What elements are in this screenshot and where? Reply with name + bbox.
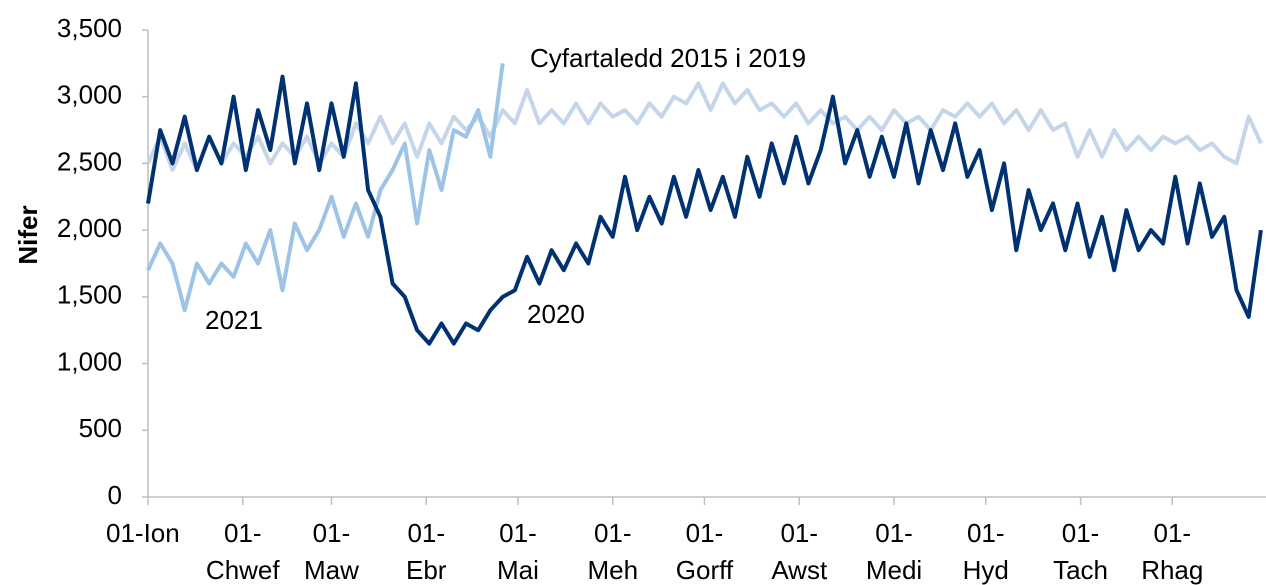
- y-tick-label: 3,000: [57, 80, 122, 110]
- x-tick-label: 01-Hyd: [963, 518, 1009, 585]
- series-line: [146, 63, 505, 313]
- y-tick-label: 1,500: [57, 280, 122, 310]
- x-tick-label: 01-Maw: [304, 518, 359, 585]
- y-tick-label: 3,500: [57, 13, 122, 43]
- x-tick-label: 01-Chwef: [206, 518, 280, 585]
- annotation: 2020: [527, 299, 585, 329]
- x-tick-label: 01-Medi: [866, 518, 922, 585]
- x-tick-label: 01-Gorff: [676, 518, 734, 585]
- y-tick-label: 500: [79, 413, 122, 443]
- series-line: [146, 74, 1263, 346]
- x-tick-label: 01-Awst: [771, 518, 828, 585]
- annotation: 2021: [205, 305, 263, 335]
- y-tick-label: 2,500: [57, 146, 122, 176]
- x-tick-label: 01-Ion: [106, 518, 180, 548]
- y-axis-label: Nifer: [13, 205, 43, 264]
- y-tick-label: 1,000: [57, 346, 122, 376]
- x-tick-label: 01-Rhag: [1141, 518, 1203, 585]
- y-tick-label: 2,000: [57, 213, 122, 243]
- annotation: Cyfartaledd 2015 i 2019: [530, 43, 806, 73]
- x-tick-label: 01-Tach: [1053, 518, 1108, 585]
- y-tick-label: 0: [108, 480, 122, 510]
- x-tick-label: 01-Meh: [587, 518, 638, 585]
- x-tick-label: 01-Mai: [497, 518, 539, 585]
- x-tick-label: 01-Ebr: [406, 518, 447, 585]
- series-line: [146, 81, 1263, 173]
